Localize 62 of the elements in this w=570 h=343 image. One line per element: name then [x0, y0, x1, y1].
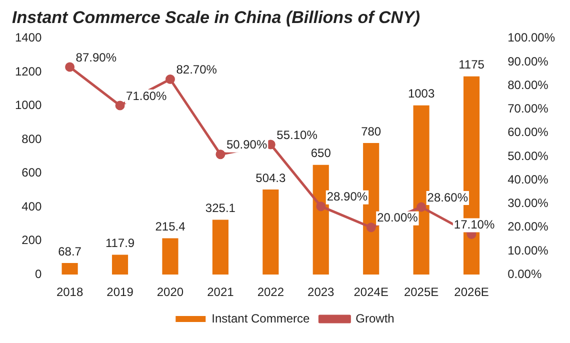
data-label: 20.00%: [377, 210, 418, 225]
data-label: 68.7: [58, 244, 82, 258]
data-label: 325.1: [205, 201, 236, 216]
x-tick-label: 2019: [106, 285, 134, 300]
y2-tick-label: 10.00%: [508, 243, 549, 258]
y-tick-label: 1000: [14, 98, 42, 112]
y2-tick-label: 20.00%: [508, 220, 549, 234]
data-label: 117.9: [105, 236, 135, 250]
y-tick-label: 600: [22, 166, 42, 180]
point: [316, 202, 326, 212]
point: [366, 222, 376, 232]
y-tick-label: 0: [35, 266, 42, 281]
legend-label: Instant Commerce: [212, 311, 310, 326]
y2-tick-label: 90.00%: [508, 54, 549, 68]
x-tick-label: 2026E: [454, 285, 489, 300]
data-label: 1003: [408, 86, 435, 101]
chart-title: Instant Commerce Scale in China (Billions of CNY): [12, 8, 420, 27]
x-tick-label: 2023: [308, 285, 335, 300]
data-label: 780: [361, 124, 382, 138]
data-label: 28.90%: [326, 190, 368, 204]
y2-tick-label: 60.00%: [508, 125, 549, 140]
y-tick-label: 1400: [14, 30, 42, 45]
bar: [312, 164, 329, 275]
y-tick-label: 200: [22, 233, 42, 248]
data-label: 87.90%: [76, 50, 117, 64]
y2-tick-label: 100.00%: [508, 30, 556, 45]
point: [115, 100, 125, 110]
x-tick-label: 2018: [56, 285, 84, 300]
y2-tick-label: 50.00%: [508, 148, 549, 163]
y2-tick-label: 70.00%: [508, 102, 549, 116]
data-label: 28.60%: [427, 190, 468, 204]
data-label: 1175: [458, 58, 485, 72]
point: [216, 150, 226, 160]
x-tick-label: 2025E: [404, 285, 439, 300]
y2-tick-label: 80.00%: [508, 78, 549, 92]
bar: [112, 254, 128, 275]
data-label: 504.3: [256, 170, 286, 185]
data-label: 17.10%: [454, 218, 495, 232]
bar: [162, 238, 178, 275]
point: [416, 202, 426, 212]
point: [165, 74, 175, 84]
y2-tick-label: 0.00%: [508, 266, 542, 281]
point: [65, 62, 75, 72]
x-tick-label: 2020: [156, 285, 184, 300]
bar: [262, 190, 279, 275]
y-tick-label: 800: [22, 132, 42, 146]
data-label: 50.90%: [226, 138, 268, 152]
data-label: 215.4: [155, 220, 186, 234]
x-tick-label: 2022: [257, 285, 284, 300]
x-tick-label: 2024E: [354, 285, 388, 300]
y-tick-label: 400: [22, 199, 42, 214]
y2-tick-label: 40.00%: [508, 172, 549, 186]
data-label: 650: [310, 146, 332, 160]
y2-tick-label: 30.00%: [508, 196, 549, 210]
data-label: 71.60%: [126, 88, 168, 103]
legend-label: Growth: [356, 311, 394, 326]
y-tick-label: 1200: [14, 64, 42, 78]
data-label: 82.70%: [176, 62, 218, 77]
bar: [62, 263, 78, 275]
data-label: 55.10%: [276, 128, 318, 142]
x-tick-label: 2021: [207, 285, 234, 300]
bar: [212, 220, 228, 275]
